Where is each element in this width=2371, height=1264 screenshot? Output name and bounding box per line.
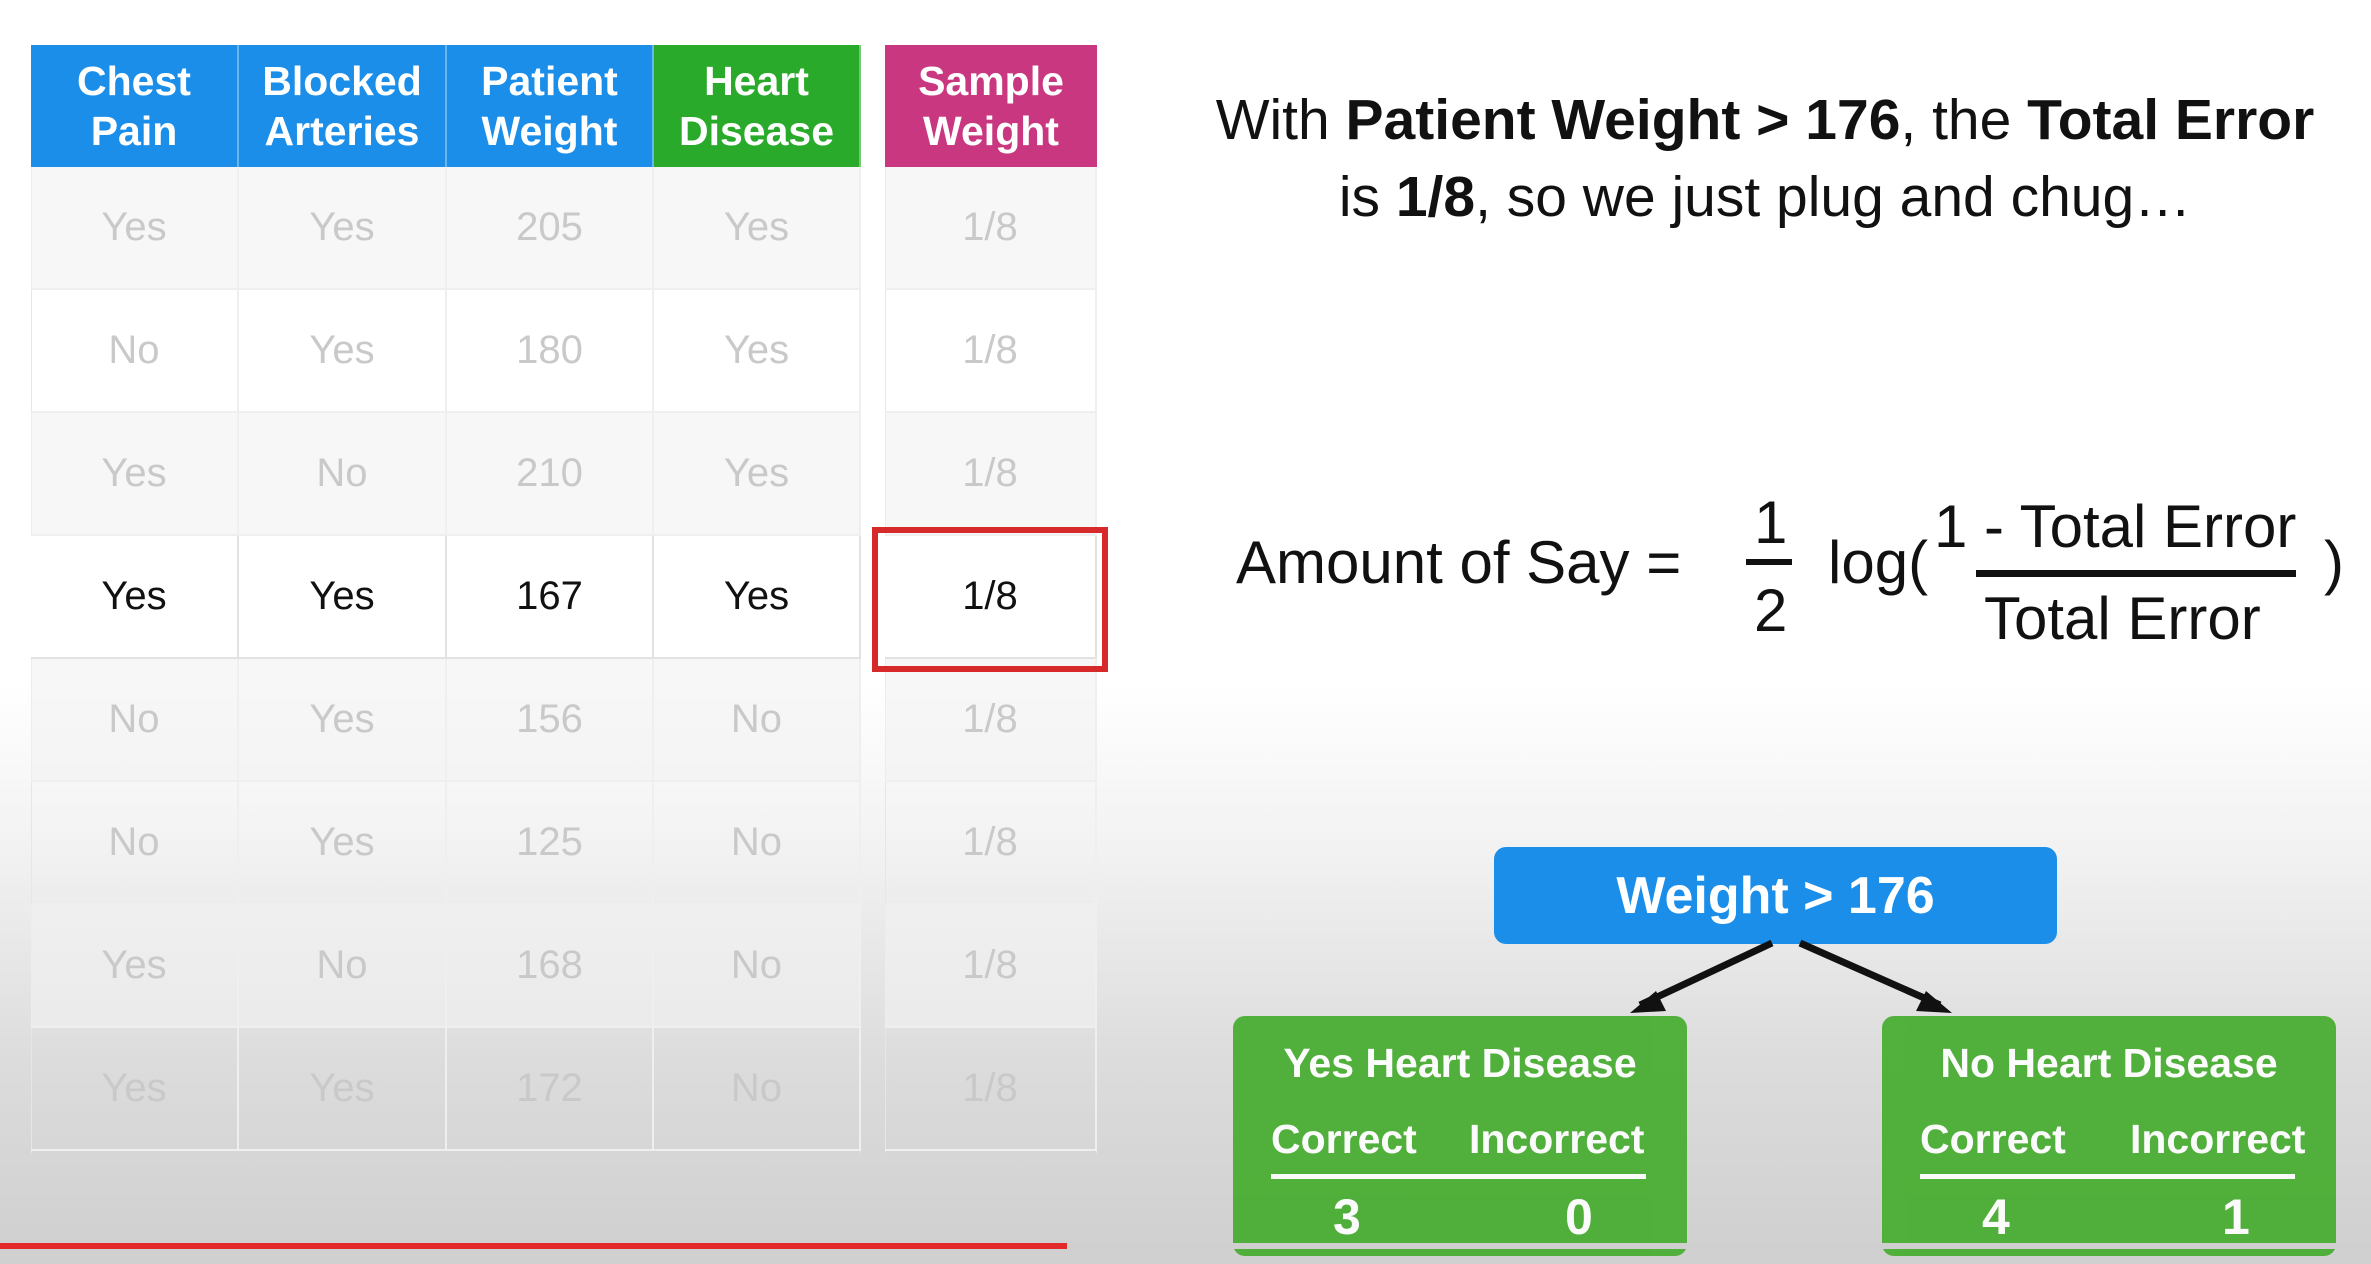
cell-patient-weight: 167 [447, 536, 654, 659]
table-row: Yes Yes 172 No 1/8 [31, 1028, 1097, 1151]
leaf-correct-count: 4 [1982, 1189, 2010, 1245]
progress-played [0, 1243, 1067, 1249]
cell-sample-weight: 1/8 [885, 413, 1097, 536]
cell-sample-weight: 1/8 [885, 167, 1097, 290]
cell-chest-pain: Yes [31, 167, 239, 290]
formula-half-bar [1746, 559, 1792, 565]
table-row: Yes No 210 Yes 1/8 [31, 413, 1097, 536]
cell-chest-pain: No [31, 290, 239, 413]
cell-patient-weight: 172 [447, 1028, 654, 1151]
cell-chest-pain: Yes [31, 413, 239, 536]
cell-sample-weight: 1/8 [885, 659, 1097, 782]
leaf-incorrect-count: 0 [1565, 1189, 1593, 1245]
cell-blocked-arteries: Yes [239, 167, 447, 290]
headline-text-2: , the [1900, 88, 2028, 152]
cell-heart-disease: Yes [654, 413, 861, 536]
highlight-box [872, 527, 1108, 672]
cell-heart-disease: No [654, 659, 861, 782]
cell-patient-weight: 125 [447, 782, 654, 905]
left-arrowhead-icon [1630, 991, 1666, 1013]
leaf-title: No Heart Disease [1940, 1040, 2278, 1086]
cell-chest-pain: Yes [31, 536, 239, 659]
leaf-incorrect-label: Incorrect [1469, 1116, 1645, 1162]
formula-close-paren: ) [2324, 529, 2344, 596]
cell-sample-weight: 1/8 [885, 536, 1097, 659]
formula-fraction-numerator: 1 - Total Error [1934, 493, 2297, 560]
cell-chest-pain: Yes [31, 905, 239, 1028]
header-heart-disease: Heart Disease [654, 45, 861, 167]
headline-text-1: With [1215, 88, 1346, 152]
cell-sample-weight: 1/8 [885, 905, 1097, 1028]
headline-bold-2: Total Error [2027, 88, 2315, 152]
leaf-correct-label: Correct [1271, 1116, 1417, 1162]
leaf-no-heart-disease: No Heart Disease Correct Incorrect 4 1 [1882, 1016, 2336, 1256]
header-blocked-arteries: Blocked Arteries [239, 45, 447, 167]
leaf-title: Yes Heart Disease [1283, 1040, 1637, 1086]
cell-patient-weight: 180 [447, 290, 654, 413]
cell-blocked-arteries: Yes [239, 536, 447, 659]
data-table: Chest Pain Blocked Arteries Patient Weig… [31, 45, 1097, 1153]
header-patient-weight: Patient Weight [447, 45, 654, 167]
formula-lhs: Amount of Say = [1236, 529, 1682, 596]
leaf-incorrect-label: Incorrect [2130, 1116, 2306, 1162]
cell-blocked-arteries: Yes [239, 782, 447, 905]
cell-patient-weight: 210 [447, 413, 654, 536]
cell-heart-disease: No [654, 1028, 861, 1151]
cell-blocked-arteries: No [239, 905, 447, 1028]
leaf-divider [1920, 1174, 2295, 1179]
headline-text-4: , so we just plug and chug… [1475, 165, 2192, 229]
leaf-correct-label: Correct [1920, 1116, 2066, 1162]
formula-half-denominator: 2 [1754, 577, 1788, 644]
video-progress-bar[interactable] [0, 1243, 2371, 1249]
table-row: Yes Yes 205 Yes 1/8 [31, 167, 1097, 290]
leaf-yes-heart-disease: Yes Heart Disease Correct Incorrect 3 0 [1233, 1016, 1687, 1256]
cell-patient-weight: 168 [447, 905, 654, 1028]
right-branch-line [1798, 939, 1942, 1009]
cell-chest-pain: Yes [31, 1028, 239, 1151]
progress-remaining [1067, 1243, 2371, 1249]
header-sample-weight: Sample Weight [885, 45, 1097, 167]
formula-log: log( [1828, 529, 1929, 596]
cell-patient-weight: 205 [447, 167, 654, 290]
formula-half-numerator: 1 [1754, 489, 1788, 556]
leaf-incorrect-count: 1 [2222, 1189, 2250, 1245]
leaf-correct-count: 3 [1333, 1189, 1361, 1245]
header-chest-pain: Chest Pain [31, 45, 239, 167]
leaf-divider [1271, 1174, 1646, 1179]
table-row: No Yes 180 Yes 1/8 [31, 290, 1097, 413]
cell-sample-weight: 1/8 [885, 782, 1097, 905]
cell-heart-disease: Yes [654, 290, 861, 413]
amount-of-say-formula: Amount of Say = 1 2 log( 1 - Total Error… [1236, 478, 2356, 658]
cell-chest-pain: No [31, 782, 239, 905]
table-row: Yes No 168 No 1/8 [31, 905, 1097, 1028]
cell-heart-disease: Yes [654, 167, 861, 290]
right-arrowhead-icon [1916, 991, 1952, 1013]
formula-fraction-denominator: Total Error [1984, 585, 2261, 652]
cell-patient-weight: 156 [447, 659, 654, 782]
stump-root-node: Weight > 176 [1494, 847, 2057, 944]
left-branch-line [1638, 939, 1774, 1009]
table-row: No Yes 156 No 1/8 [31, 659, 1097, 782]
headline: With Patient Weight > 176, the Total Err… [1200, 82, 2330, 236]
table-row: Yes Yes 167 Yes 1/8 [31, 536, 1097, 659]
cell-blocked-arteries: Yes [239, 290, 447, 413]
table-row: No Yes 125 No 1/8 [31, 782, 1097, 905]
cell-sample-weight: 1/8 [885, 1028, 1097, 1151]
cell-sample-weight: 1/8 [885, 290, 1097, 413]
headline-bold-1: Patient Weight > 176 [1345, 88, 1901, 152]
cell-blocked-arteries: Yes [239, 1028, 447, 1151]
headline-text-3: is [1338, 165, 1396, 229]
formula-fraction-bar [1976, 570, 2296, 577]
cell-chest-pain: No [31, 659, 239, 782]
cell-blocked-arteries: No [239, 413, 447, 536]
cell-heart-disease: Yes [654, 536, 861, 659]
stump-branches [1630, 939, 1952, 1013]
cell-heart-disease: No [654, 782, 861, 905]
cell-blocked-arteries: Yes [239, 659, 447, 782]
cell-heart-disease: No [654, 905, 861, 1028]
headline-bold-3: 1/8 [1395, 165, 1476, 229]
